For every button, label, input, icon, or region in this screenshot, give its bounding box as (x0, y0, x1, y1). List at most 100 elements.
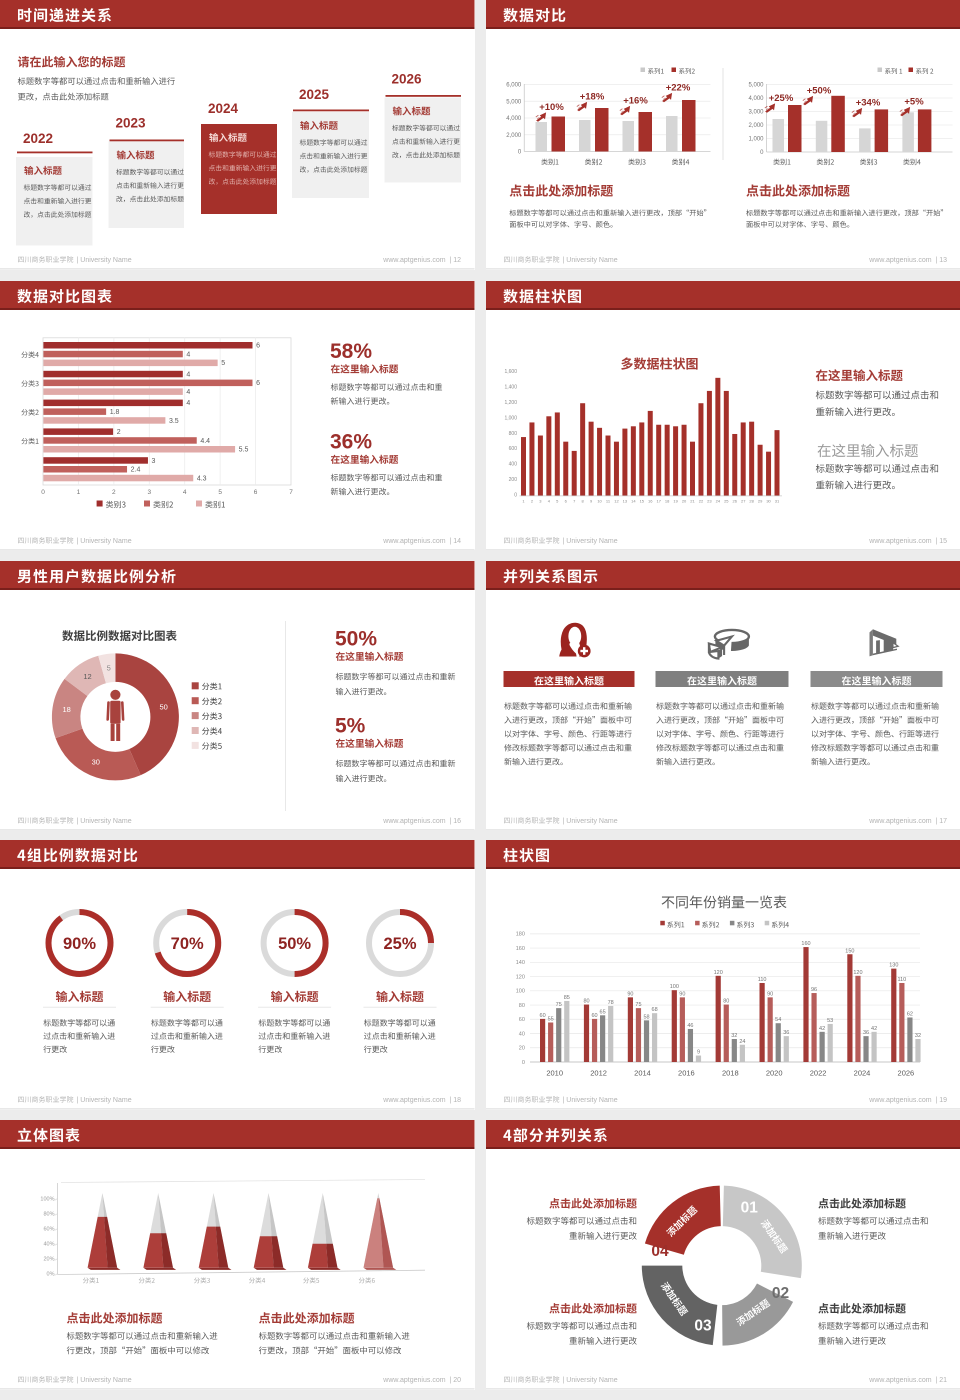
svg-text:18: 18 (63, 705, 71, 714)
svg-text:1,000: 1,000 (748, 137, 764, 143)
svg-text:60: 60 (518, 1017, 524, 1023)
svg-text:4: 4 (186, 389, 190, 396)
svg-text:110: 110 (757, 977, 766, 983)
svg-text:26: 26 (732, 498, 737, 503)
svg-text:0: 0 (760, 150, 764, 156)
svg-text:29: 29 (757, 498, 762, 503)
svg-text:75: 75 (555, 1002, 561, 1008)
svg-text:www.aptgenius.com | 19: www.aptgenius.com | 19 (868, 1097, 947, 1104)
svg-text:3: 3 (539, 498, 542, 503)
svg-text:36%: 36% (330, 430, 372, 453)
svg-text:90: 90 (627, 991, 633, 997)
svg-text:4,000: 4,000 (748, 96, 764, 102)
svg-text:90: 90 (679, 991, 685, 997)
svg-text:70%: 70% (171, 935, 204, 953)
svg-text:13: 13 (622, 498, 627, 503)
svg-text:2014: 2014 (634, 1069, 651, 1078)
svg-text:15: 15 (639, 498, 644, 503)
svg-text:1,000: 1,000 (504, 415, 517, 421)
svg-text:2026: 2026 (392, 72, 423, 87)
svg-text:+22%: +22% (665, 83, 690, 94)
svg-text:100: 100 (515, 989, 524, 995)
svg-text:| University Name: | University Name (562, 257, 617, 264)
svg-text:90: 90 (767, 991, 773, 997)
svg-text:800: 800 (508, 430, 517, 436)
svg-text:18: 18 (664, 498, 669, 503)
svg-text:3: 3 (147, 489, 151, 496)
svg-text:55: 55 (547, 1016, 553, 1022)
svg-text:| University Name: | University Name (562, 1377, 617, 1384)
svg-text:21: 21 (690, 498, 695, 503)
svg-text:42: 42 (871, 1026, 877, 1032)
svg-text:58: 58 (643, 1014, 649, 1020)
svg-text:5: 5 (107, 663, 111, 672)
svg-text:80: 80 (583, 999, 589, 1005)
svg-text:30: 30 (92, 757, 100, 766)
svg-text:7: 7 (573, 498, 576, 503)
svg-text:2026: 2026 (897, 1069, 914, 1078)
svg-text:80%: 80% (43, 1212, 54, 1218)
svg-text:2022: 2022 (23, 131, 53, 146)
svg-text:4.4: 4.4 (200, 437, 210, 444)
svg-text:+10%: +10% (539, 102, 564, 113)
svg-text:+50%: +50% (806, 86, 831, 97)
svg-text:3,000: 3,000 (748, 110, 764, 116)
svg-text:6,000: 6,000 (506, 83, 522, 89)
svg-text:9: 9 (589, 498, 592, 503)
svg-text:19: 19 (673, 498, 678, 503)
svg-text:+25%: +25% (768, 93, 793, 104)
svg-text:11: 11 (605, 498, 610, 503)
svg-text:2016: 2016 (678, 1069, 695, 1078)
svg-text:2: 2 (530, 498, 533, 503)
svg-text:| University Name: | University Name (562, 1097, 617, 1104)
svg-text:0: 0 (514, 492, 517, 498)
svg-text:0: 0 (41, 489, 45, 496)
svg-text:54: 54 (775, 1017, 781, 1023)
svg-text:180: 180 (515, 932, 524, 938)
svg-text:600: 600 (508, 446, 517, 452)
svg-text:2020: 2020 (765, 1069, 782, 1078)
svg-text:20: 20 (518, 1046, 524, 1052)
svg-text:0: 0 (521, 1060, 524, 1066)
svg-text:28: 28 (749, 498, 754, 503)
svg-text:25%: 25% (383, 935, 416, 953)
svg-text:+16%: +16% (623, 96, 648, 107)
svg-text:03: 03 (694, 1318, 712, 1335)
svg-text:120: 120 (853, 970, 862, 976)
svg-text:68: 68 (651, 1007, 657, 1013)
svg-text:www.aptgenius.com | 13: www.aptgenius.com | 13 (868, 257, 947, 264)
svg-text:02: 02 (771, 1285, 788, 1302)
svg-text:www.aptgenius.com | 21: www.aptgenius.com | 21 (868, 1377, 947, 1384)
svg-text:60: 60 (539, 1013, 545, 1019)
svg-text:2022: 2022 (809, 1069, 826, 1078)
svg-text:4: 4 (547, 498, 550, 503)
svg-text:5,000: 5,000 (748, 83, 764, 89)
svg-text:60%: 60% (43, 1227, 54, 1233)
svg-text:2: 2 (117, 429, 121, 436)
svg-text:120: 120 (713, 970, 722, 976)
svg-text:25: 25 (724, 498, 729, 503)
svg-text:120: 120 (515, 974, 524, 980)
svg-text:27: 27 (740, 498, 745, 503)
svg-text:90%: 90% (63, 935, 96, 953)
svg-text:2024: 2024 (208, 101, 239, 116)
svg-text:30: 30 (766, 498, 771, 503)
svg-text:32: 32 (731, 1033, 737, 1039)
svg-text:50: 50 (159, 702, 167, 711)
svg-text:1,600: 1,600 (504, 369, 517, 375)
svg-text:62: 62 (906, 1011, 912, 1017)
svg-text:31: 31 (774, 498, 779, 503)
svg-text:2: 2 (112, 489, 116, 496)
svg-text:01: 01 (740, 1200, 758, 1217)
svg-text:14: 14 (631, 498, 636, 503)
svg-text:04: 04 (651, 1243, 669, 1260)
svg-text:6: 6 (256, 342, 260, 349)
svg-text:www.aptgenius.com | 14: www.aptgenius.com | 14 (382, 538, 461, 545)
svg-text:150: 150 (845, 948, 854, 954)
svg-text:5,000: 5,000 (506, 99, 522, 105)
svg-text:www.aptgenius.com | 17: www.aptgenius.com | 17 (868, 818, 947, 825)
svg-text:130: 130 (889, 963, 898, 969)
svg-text:85: 85 (563, 995, 569, 1001)
svg-text:0: 0 (517, 150, 521, 156)
svg-text:100: 100 (669, 984, 678, 990)
